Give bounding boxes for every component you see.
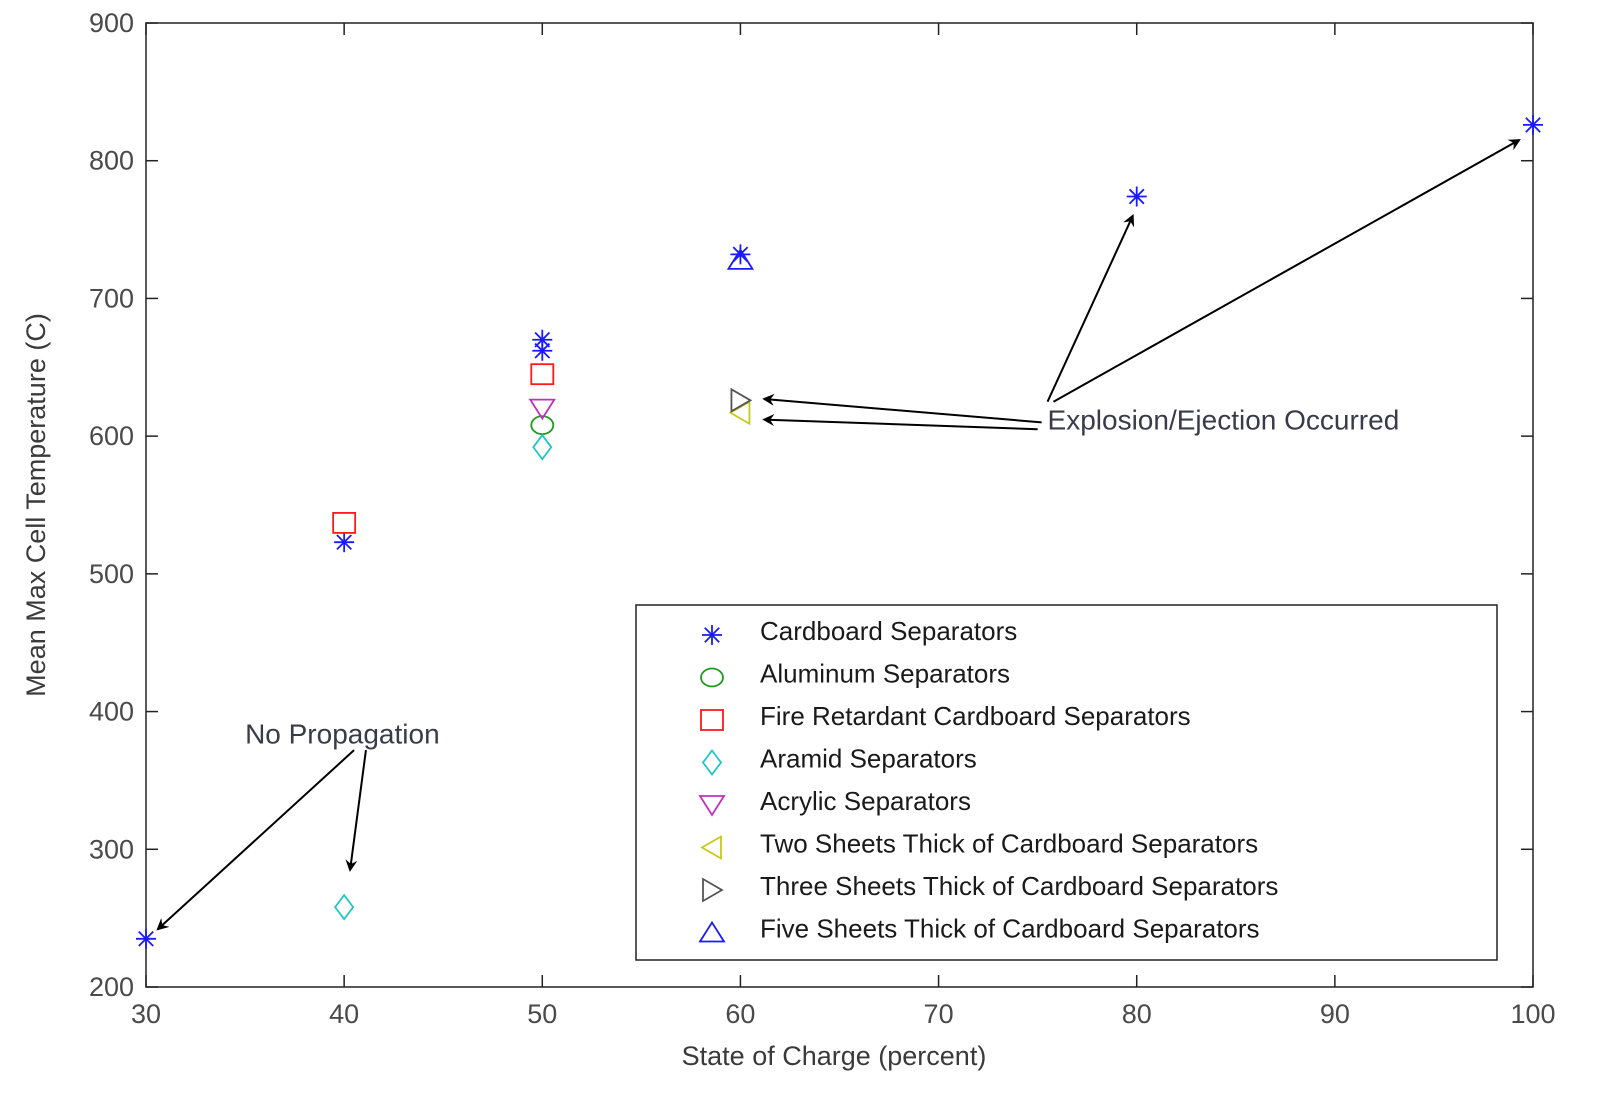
- x-tick-label: 100: [1510, 999, 1555, 1029]
- x-axis-label: State of Charge (percent): [682, 1041, 987, 1071]
- data-point: [334, 893, 355, 921]
- data-point: [528, 398, 556, 421]
- legend-marker: [702, 877, 724, 903]
- legend-label: Fire Retardant Cardboard Separators: [760, 701, 1191, 731]
- legend-label: Acrylic Separators: [760, 786, 971, 816]
- data-point: [726, 248, 755, 270]
- legend-label: Aluminum Separators: [760, 659, 1010, 689]
- data-point: [730, 244, 751, 265]
- annotation-explosion: Explosion/Ejection Occurred: [1048, 405, 1400, 436]
- data-point: [332, 512, 357, 534]
- legend-label: Aramid Separators: [760, 744, 977, 774]
- y-tick-label: 500: [89, 559, 134, 589]
- data-point: [532, 329, 553, 350]
- data-point: [532, 433, 553, 461]
- y-axis-label: Mean Max Cell Temperature (C): [21, 313, 51, 697]
- y-tick-label: 900: [89, 8, 134, 38]
- legend-label: Cardboard Separators: [760, 616, 1017, 646]
- x-tick-label: 50: [527, 999, 557, 1029]
- annotation-arrow: [762, 393, 1042, 424]
- legend-marker: [698, 795, 726, 817]
- legend-marker: [701, 749, 723, 776]
- data-point: [532, 340, 553, 361]
- y-tick-label: 600: [89, 421, 134, 451]
- legend-marker: [700, 667, 724, 688]
- x-tick-label: 40: [329, 999, 359, 1029]
- data-point: [1126, 186, 1147, 207]
- annotation-arrow: [345, 750, 367, 872]
- y-tick-label: 800: [89, 146, 134, 176]
- data-point: [530, 363, 555, 386]
- data-point: [136, 928, 156, 949]
- legend-label: Two Sheets Thick of Cardboard Separators: [760, 829, 1258, 859]
- annotation-no-propagation: No Propagation: [245, 719, 440, 750]
- y-tick-label: 300: [89, 834, 134, 864]
- x-tick-label: 70: [924, 999, 954, 1029]
- legend: [635, 604, 1498, 961]
- y-tick-label: 400: [89, 697, 134, 727]
- data-point: [730, 387, 753, 413]
- legend-label: Five Sheets Thick of Cardboard Separator…: [760, 914, 1260, 944]
- annotation-arrow: [1046, 213, 1135, 403]
- annotation-arrow: [762, 413, 1038, 431]
- legend-label: Three Sheets Thick of Cardboard Separato…: [760, 871, 1278, 901]
- legend-marker: [700, 834, 722, 861]
- y-tick-label: 200: [89, 972, 134, 1002]
- legend-marker: [702, 625, 722, 645]
- annotation-arrow: [156, 749, 355, 931]
- y-tick-label: 700: [89, 283, 134, 313]
- annotation-arrow: [1053, 139, 1521, 403]
- legend-marker: [700, 709, 724, 731]
- data-point: [334, 532, 355, 553]
- x-tick-label: 80: [1122, 999, 1152, 1029]
- legend-marker: [698, 920, 726, 943]
- data-point: [1523, 114, 1543, 135]
- x-tick-label: 60: [725, 999, 755, 1029]
- x-tick-label: 90: [1320, 999, 1350, 1029]
- x-tick-label: 30: [131, 999, 161, 1029]
